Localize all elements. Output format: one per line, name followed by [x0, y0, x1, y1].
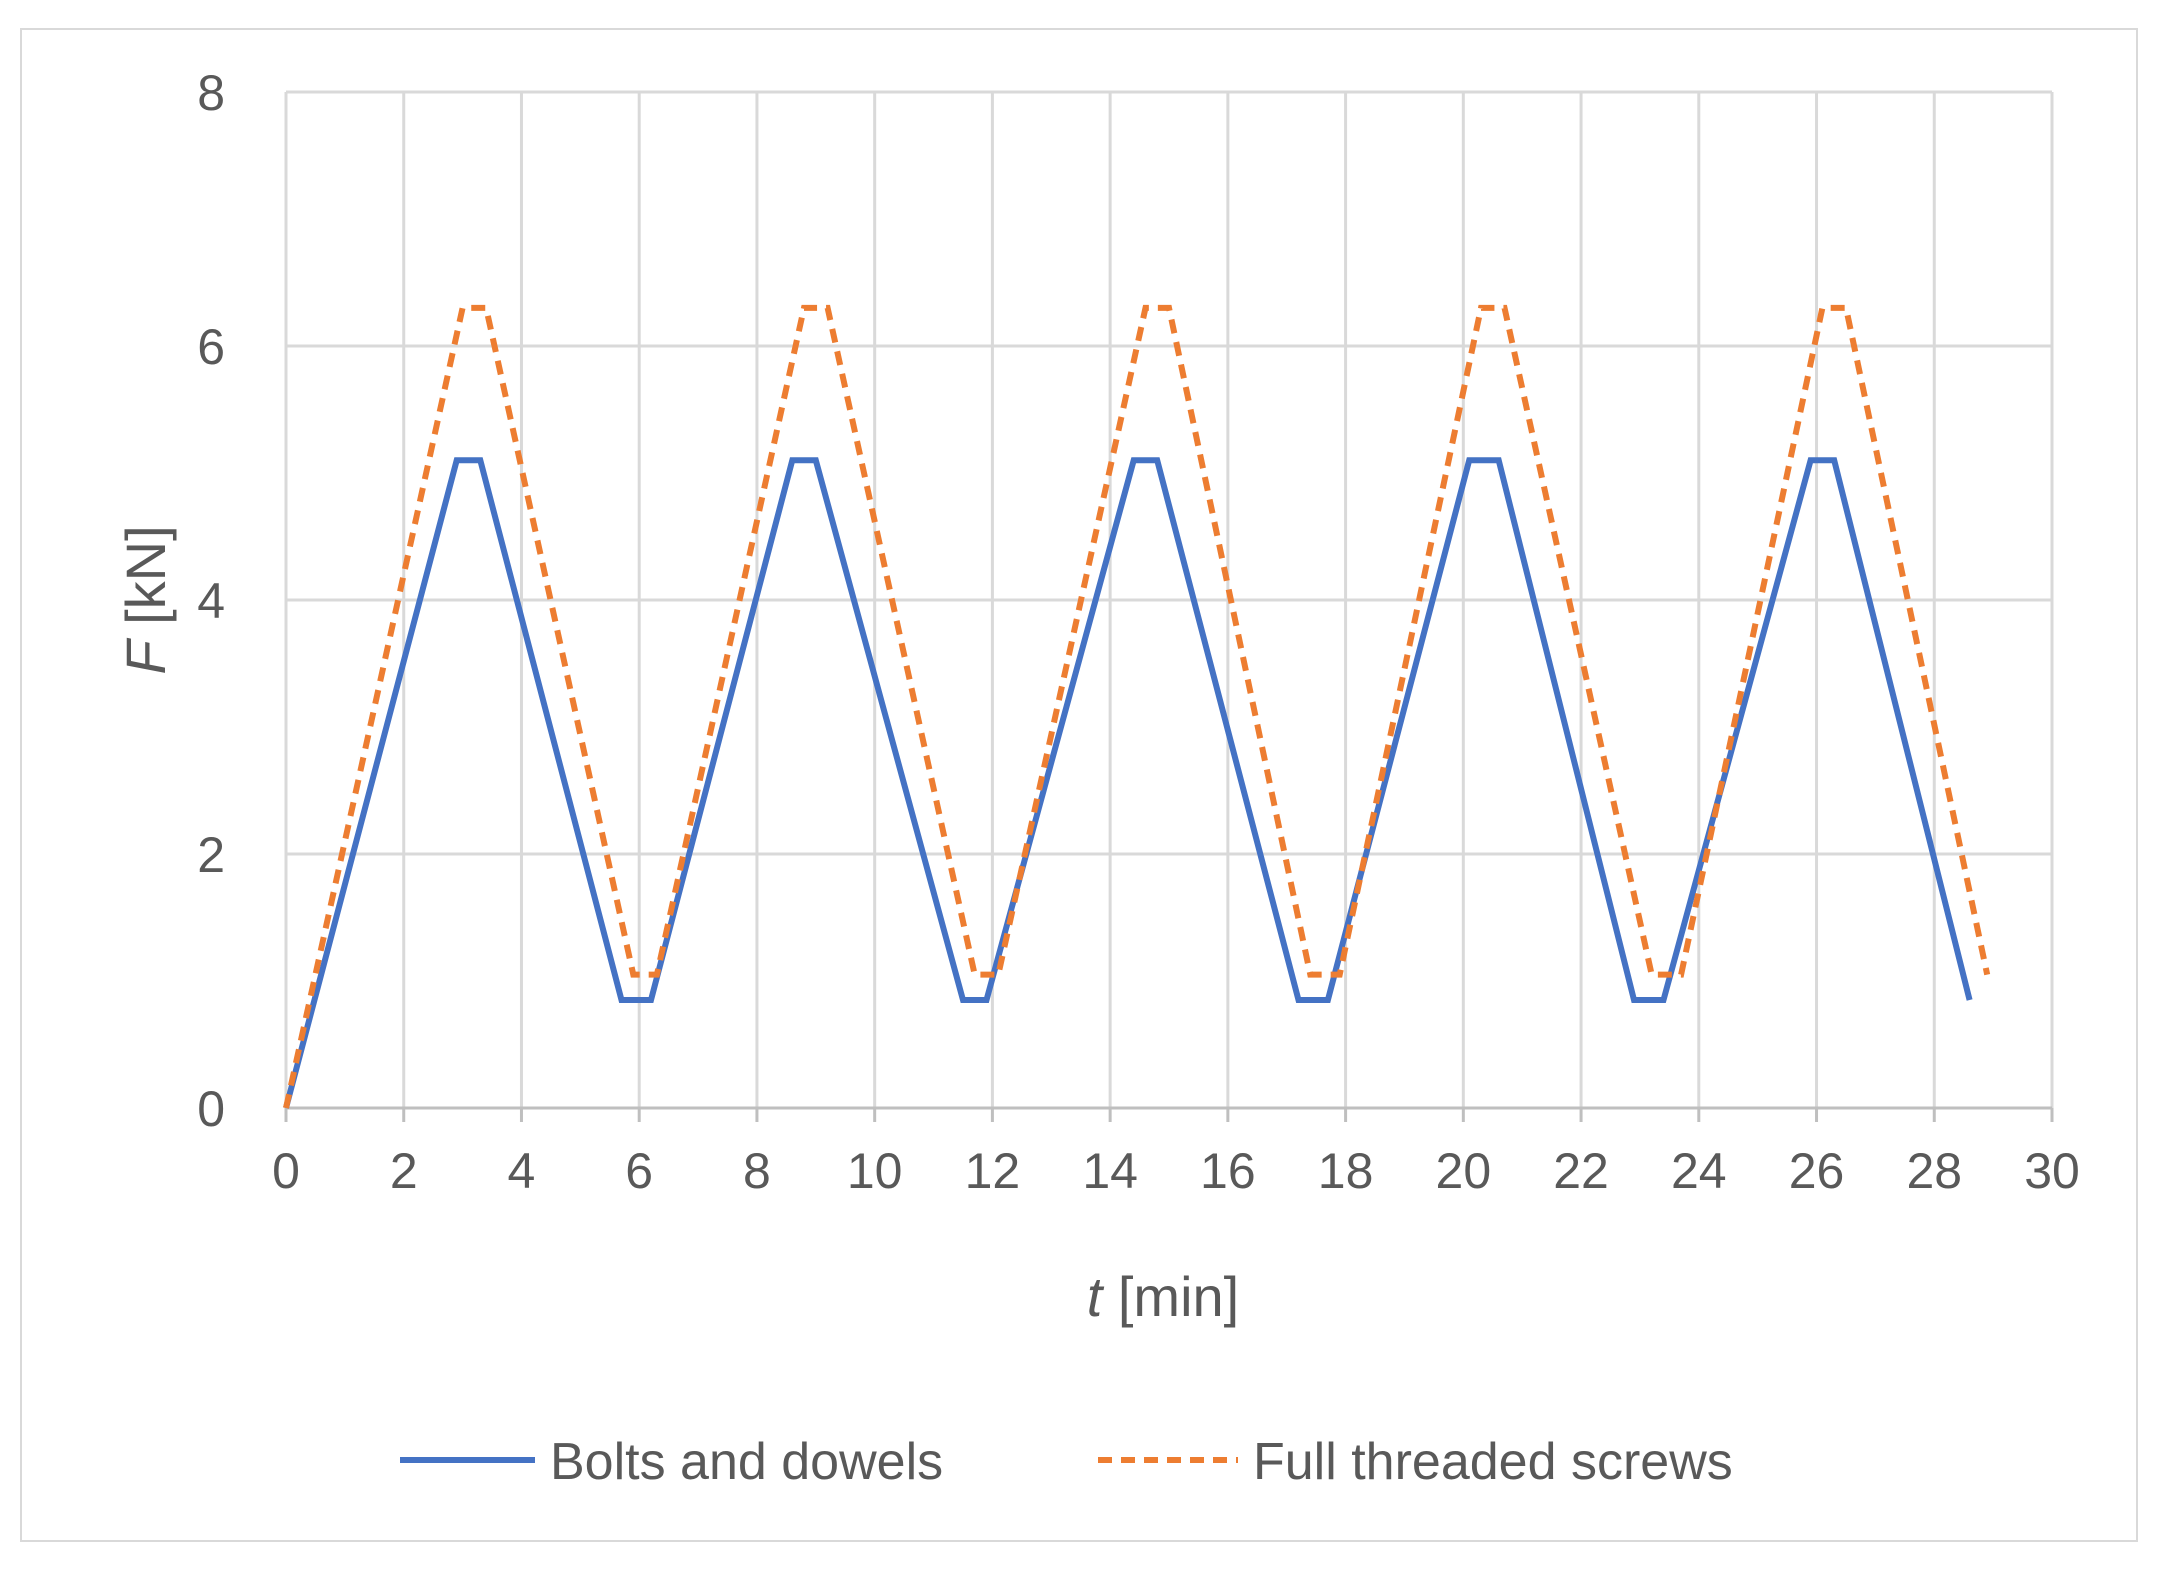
x-tick-label: 16 — [1200, 1143, 1256, 1199]
x-tick-label: 10 — [847, 1143, 903, 1199]
y-tick-label: 4 — [197, 573, 225, 629]
x-tick-label: 8 — [743, 1143, 771, 1199]
series-lines — [283, 304, 1991, 1109]
x-tick-label: 26 — [1789, 1143, 1845, 1199]
y-tick-label: 8 — [197, 65, 225, 121]
x-tick-label: 14 — [1082, 1143, 1138, 1199]
x-tick-label: 30 — [2024, 1143, 2080, 1199]
y-tick-label: 6 — [197, 319, 225, 375]
x-axis-ticks: 0 2 4 6 8 10 12 14 16 18 20 22 24 26 28 30 — [272, 1108, 2080, 1199]
x-tick-label: 28 — [1906, 1143, 1962, 1199]
series-line-screws — [283, 304, 1991, 1109]
y-axis-title: F [kN] — [114, 525, 177, 674]
legend: Bolts and dowels Full threaded screws — [400, 1433, 1733, 1491]
x-tick-label: 4 — [508, 1143, 536, 1199]
x-tick-label: 24 — [1671, 1143, 1727, 1199]
x-tick-label: 12 — [965, 1143, 1021, 1199]
x-axis-title: t [min] — [1087, 1265, 1239, 1328]
x-tick-label: 6 — [625, 1143, 653, 1199]
y-tick-label: 0 — [197, 1081, 225, 1137]
x-tick-label: 20 — [1436, 1143, 1492, 1199]
y-tick-label: 2 — [197, 827, 225, 883]
x-tick-label: 22 — [1553, 1143, 1609, 1199]
x-tick-label: 2 — [390, 1143, 418, 1199]
series-line-bolts — [283, 457, 1973, 1109]
legend-label-screws: Full threaded screws — [1253, 1433, 1733, 1491]
x-tick-label: 18 — [1318, 1143, 1374, 1199]
y-axis-ticks: 0 2 4 6 8 — [197, 65, 225, 1137]
x-tick-label: 0 — [272, 1143, 300, 1199]
legend-label-bolts: Bolts and dowels — [550, 1433, 943, 1491]
gridlines — [284, 90, 2054, 1110]
